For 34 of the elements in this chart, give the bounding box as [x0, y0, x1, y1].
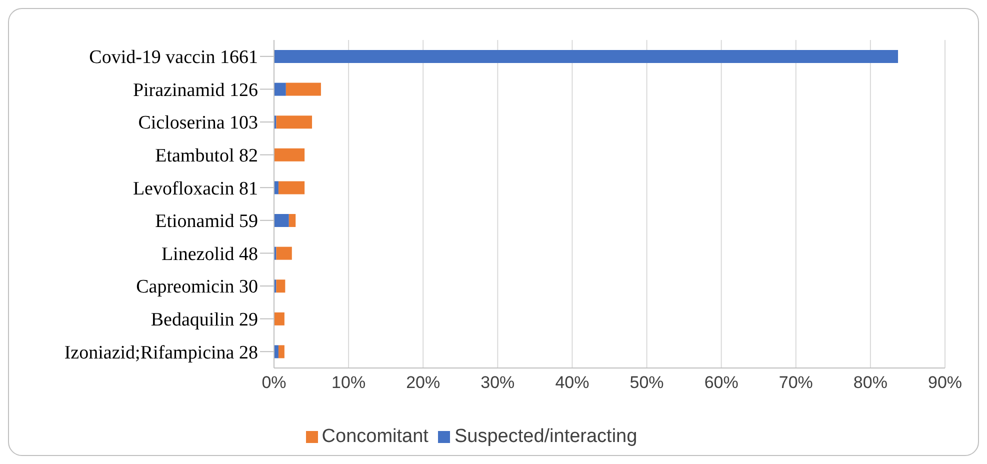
bar	[278, 181, 305, 194]
y-tick-label: Cicloserina 103	[138, 112, 258, 134]
y-tick-label: Pirazinamid 126	[132, 80, 258, 101]
y-tick-label: Etionamid 59	[155, 211, 258, 232]
bar	[274, 50, 898, 63]
y-tick-label: Capreomicin 30	[136, 276, 258, 298]
y-tick-label: Covid-19 vaccin 1661	[89, 47, 258, 68]
y-tick-label: Izoniazid;Rifampicina 28	[64, 342, 258, 364]
bar	[276, 280, 286, 293]
x-tick-label: 30%	[480, 373, 515, 392]
x-tick-label: 10%	[332, 373, 366, 392]
y-tick-label: Linezolid 48	[161, 244, 258, 265]
bar	[274, 312, 284, 326]
x-tick-label: 40%	[555, 373, 590, 392]
legend-label: Suspected/interacting	[454, 426, 638, 447]
y-tick-label: Bedaquilin 29	[150, 310, 258, 331]
bar	[274, 214, 289, 227]
x-tick-label: 50%	[630, 373, 664, 392]
bar	[286, 82, 321, 96]
x-tick-label: 0%	[262, 373, 286, 392]
bar	[288, 214, 296, 227]
bar	[276, 246, 292, 260]
x-tick-label: 90%	[928, 373, 962, 392]
x-tick-label: 70%	[778, 373, 813, 392]
x-tick-label: 80%	[853, 373, 888, 392]
x-tick-label: 60%	[704, 373, 738, 392]
bar	[276, 116, 312, 129]
bar	[278, 345, 284, 358]
legend-label: Concomitant	[322, 426, 428, 447]
x-tick-label: 20%	[406, 373, 440, 392]
y-tick-label: Levofloxacin 81	[132, 178, 258, 200]
bar	[274, 148, 305, 162]
bar	[274, 82, 286, 96]
y-tick-label: Etambutol 82	[155, 146, 258, 167]
